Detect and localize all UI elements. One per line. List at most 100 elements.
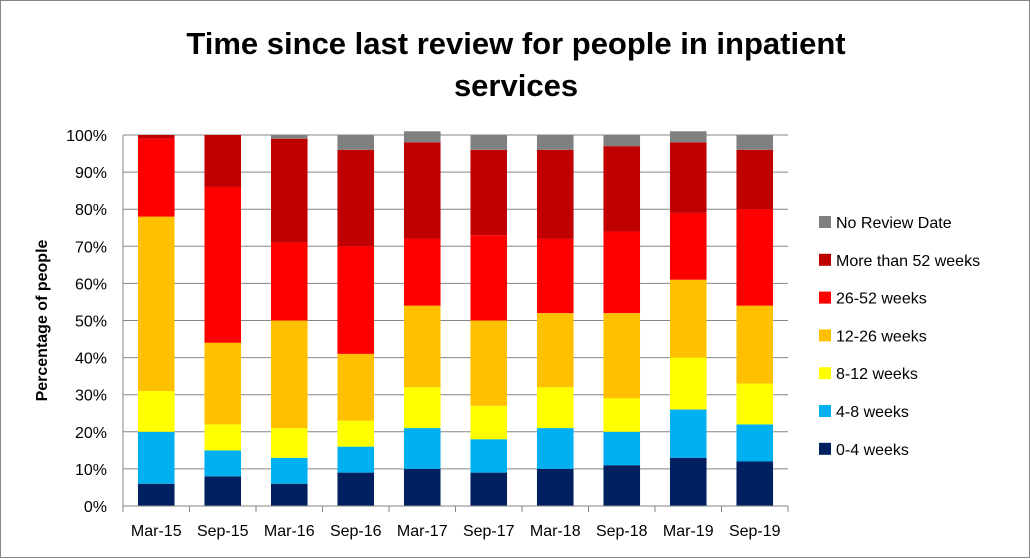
bar-segment-sep-17-more-than-52-weeks — [470, 149, 508, 236]
bar-segment-mar-18-4-8-weeks — [536, 428, 574, 469]
bar-segment-sep-17-8-12-weeks — [470, 405, 508, 440]
bar-segment-mar-18-more-than-52-weeks — [536, 149, 574, 239]
bar-segment-sep-18-0-4-weeks — [603, 465, 641, 506]
bar-segment-sep-16-26-52-weeks — [337, 246, 375, 354]
y-tick-label: 60% — [75, 276, 107, 293]
x-tick-label: Sep-17 — [463, 523, 515, 540]
bar-segment-sep-16-8-12-weeks — [337, 420, 375, 447]
bar-segment-mar-17-0-4-weeks — [403, 468, 441, 506]
bar-segment-sep-16-no-review-date — [337, 135, 375, 150]
bar-segment-mar-17-more-than-52-weeks — [403, 142, 441, 239]
bar-segment-mar-15-more-than-52-weeks — [137, 135, 175, 139]
bar-segment-mar-16-4-8-weeks — [270, 457, 308, 484]
x-tick-label: Mar-15 — [131, 523, 182, 540]
legend-label: 0-4 weeks — [836, 442, 909, 459]
bar-segment-mar-17-4-8-weeks — [403, 428, 441, 469]
legend-label: 26-52 weeks — [836, 291, 927, 308]
bar-segment-mar-17-8-12-weeks — [403, 387, 441, 429]
bar-segment-sep-17-26-52-weeks — [470, 235, 508, 321]
x-tick-label: Mar-17 — [397, 523, 448, 540]
chart-title-line-1: Time since last review for people in inp… — [186, 26, 846, 61]
bar-segment-mar-18-26-52-weeks — [536, 238, 574, 314]
bar-segment-sep-15-0-4-weeks — [204, 476, 242, 506]
bar-segment-mar-15-4-8-weeks — [137, 431, 175, 484]
legend-label: More than 52 weeks — [836, 253, 980, 270]
bar-segment-sep-18-4-8-weeks — [603, 431, 641, 466]
bar-segment-sep-15-8-12-weeks — [204, 424, 242, 451]
bar-segment-mar-16-0-4-weeks — [270, 483, 308, 506]
legend-swatch — [819, 405, 831, 417]
bar-segment-sep-18-8-12-weeks — [603, 398, 641, 432]
legend-swatch — [819, 291, 831, 304]
bar-segment-mar-19-26-52-weeks — [669, 212, 707, 280]
bar-segment-mar-17-12-26-weeks — [403, 305, 441, 388]
bar-segment-mar-19-0-4-weeks — [669, 457, 707, 506]
bar-segment-mar-17-26-52-weeks — [403, 238, 441, 306]
bar-segment-mar-19-no-review-date — [669, 131, 707, 143]
legend-swatch — [819, 216, 831, 228]
bar-segment-sep-15-12-26-weeks — [204, 342, 242, 425]
y-tick-label: 40% — [75, 351, 107, 368]
bar-segment-sep-19-more-than-52-weeks — [736, 149, 774, 210]
y-tick-label: 70% — [75, 239, 107, 256]
bar-segment-sep-15-more-than-52-weeks — [204, 135, 242, 187]
bar-segment-mar-19-more-than-52-weeks — [669, 142, 707, 213]
x-tick-label: Mar-16 — [264, 523, 315, 540]
bar-segment-sep-19-0-4-weeks — [736, 461, 774, 506]
bar-segment-mar-17-no-review-date — [403, 131, 441, 143]
legend-label: No Review Date — [836, 215, 952, 232]
bar-segment-mar-16-no-review-date — [270, 135, 308, 139]
bar-segment-sep-19-26-52-weeks — [736, 209, 774, 306]
y-tick-label: 10% — [75, 462, 107, 479]
y-tick-label: 0% — [84, 499, 107, 516]
bar-segment-mar-18-12-26-weeks — [536, 313, 574, 388]
x-tick-label: Mar-18 — [530, 523, 581, 540]
bar-segment-mar-16-more-than-52-weeks — [270, 138, 308, 243]
bar-segment-mar-18-0-4-weeks — [536, 468, 574, 506]
y-tick-label: 90% — [75, 165, 107, 182]
x-tick-label: Sep-16 — [330, 523, 382, 540]
y-tick-label: 80% — [75, 202, 107, 219]
bar-segment-mar-18-8-12-weeks — [536, 387, 574, 429]
y-tick-label: 20% — [75, 425, 107, 442]
legend-swatch — [819, 253, 831, 266]
bar-segment-sep-15-4-8-weeks — [204, 450, 242, 477]
chart-title: Time since last review for people in inp… — [1, 23, 1030, 107]
bar-segment-sep-17-0-4-weeks — [470, 472, 508, 506]
legend-label: 12-26 weeks — [836, 328, 927, 345]
bar-segment-sep-17-12-26-weeks — [470, 320, 508, 406]
x-tick-label: Mar-19 — [663, 523, 714, 540]
bar-segment-sep-16-more-than-52-weeks — [337, 149, 375, 247]
bar-segment-sep-19-8-12-weeks — [736, 383, 774, 425]
bar-segment-sep-19-no-review-date — [736, 135, 774, 150]
bar-segment-sep-19-12-26-weeks — [736, 305, 774, 384]
bar-segment-mar-16-26-52-weeks — [270, 242, 308, 321]
bar-segment-mar-19-8-12-weeks — [669, 357, 707, 410]
bar-segment-sep-18-no-review-date — [603, 135, 641, 147]
y-tick-label: 100% — [66, 128, 107, 145]
bar-segment-mar-15-8-12-weeks — [137, 390, 175, 432]
legend-swatch — [819, 442, 831, 455]
legend-label: 8-12 weeks — [836, 366, 918, 383]
legend-swatch — [819, 329, 831, 342]
legend-swatch — [819, 367, 831, 380]
bar-segment-mar-16-8-12-weeks — [270, 428, 308, 458]
bar-segment-mar-15-12-26-weeks — [137, 216, 175, 391]
x-tick-label: Sep-18 — [596, 523, 648, 540]
x-tick-label: Sep-15 — [197, 523, 249, 540]
bar-segment-sep-18-more-than-52-weeks — [603, 146, 641, 232]
bar-segment-mar-19-12-26-weeks — [669, 279, 707, 358]
bar-segment-sep-16-12-26-weeks — [337, 353, 375, 421]
bar-segment-sep-16-4-8-weeks — [337, 446, 375, 473]
bar-segment-sep-18-12-26-weeks — [603, 313, 641, 399]
bar-segment-sep-15-26-52-weeks — [204, 186, 242, 343]
bar-segment-mar-18-no-review-date — [536, 135, 574, 150]
bar-segment-sep-17-4-8-weeks — [470, 439, 508, 473]
bar-segment-sep-18-26-52-weeks — [603, 231, 641, 314]
bar-segment-sep-16-0-4-weeks — [337, 472, 375, 506]
chart-title-line-2: services — [453, 68, 579, 103]
bar-segment-mar-15-26-52-weeks — [137, 138, 175, 217]
bar-segment-mar-15-0-4-weeks — [137, 483, 175, 506]
